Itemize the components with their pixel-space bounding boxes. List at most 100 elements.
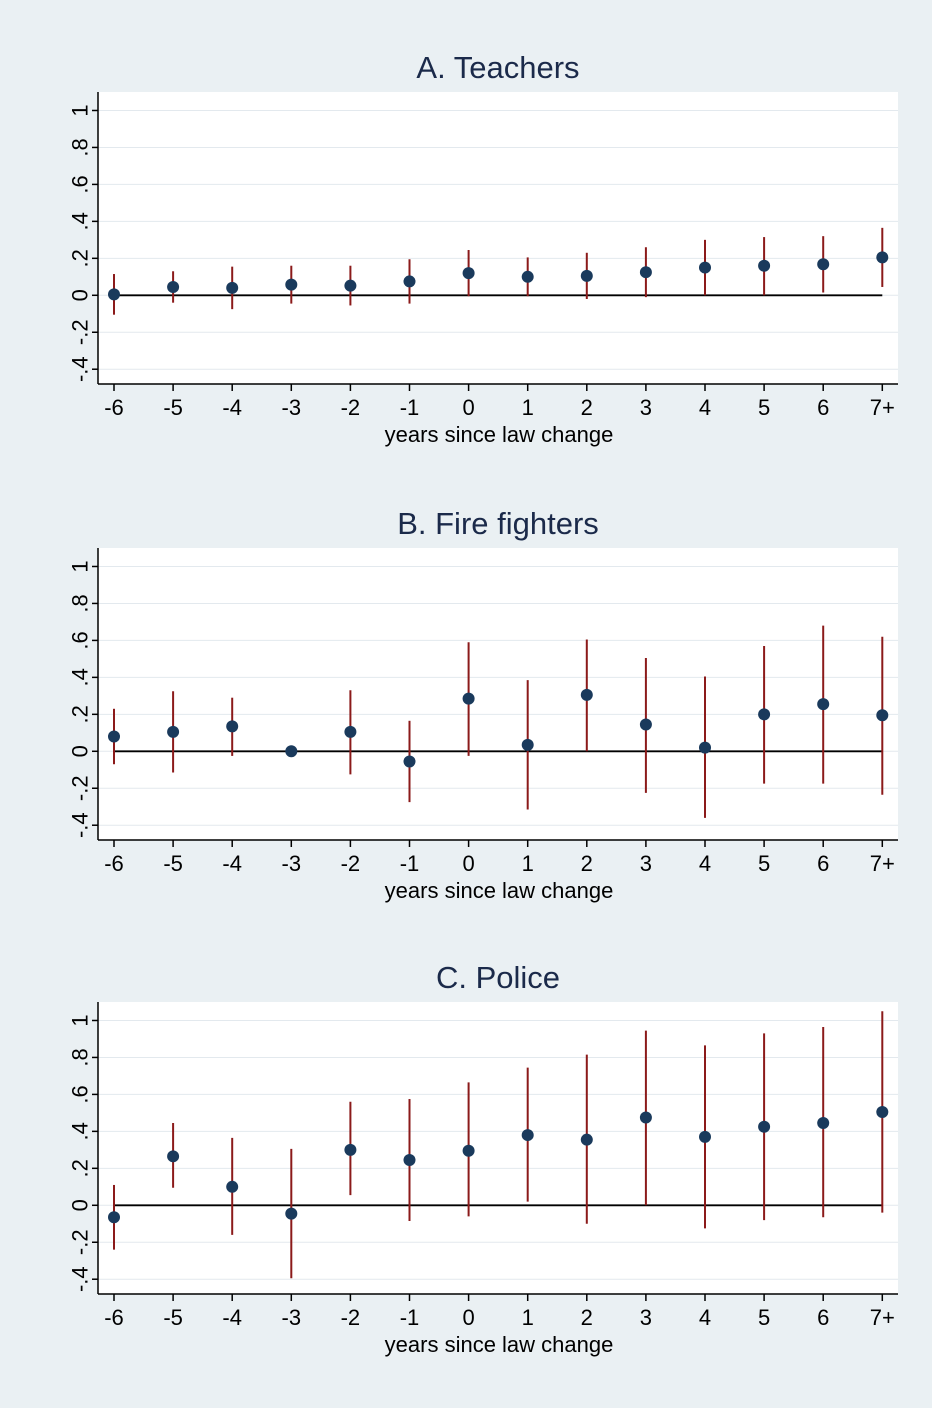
y-tick-label: .4	[68, 1122, 93, 1140]
point-estimate	[876, 1105, 889, 1118]
point-estimate	[462, 267, 475, 280]
x-tick-label: -3	[282, 395, 302, 420]
chart-title: A. Teachers	[416, 50, 579, 85]
point-estimate	[521, 270, 534, 283]
y-tick-label: .2	[68, 705, 93, 723]
y-tick-label: 0	[68, 289, 93, 301]
x-tick-label: -1	[400, 1305, 420, 1330]
x-tick-label: 0	[462, 395, 474, 420]
point-estimate	[817, 698, 830, 711]
point-estimate	[226, 1180, 239, 1193]
x-tick-label: 5	[758, 1305, 770, 1330]
x-tick-label: 4	[699, 851, 711, 876]
x-tick-label: 2	[581, 851, 593, 876]
x-tick-label: -3	[282, 851, 302, 876]
point-estimate	[108, 1211, 120, 1224]
x-tick-label: -6	[104, 395, 124, 420]
point-estimate	[521, 738, 534, 751]
point-estimate	[403, 1154, 416, 1167]
x-tick-label: 6	[817, 851, 829, 876]
x-tick-label: -5	[163, 851, 183, 876]
x-tick-label: -4	[222, 1305, 242, 1330]
point-estimate	[108, 730, 120, 743]
x-tick-label: 1	[522, 395, 534, 420]
x-tick-label: 4	[699, 395, 711, 420]
point-estimate	[285, 1207, 298, 1220]
plot-area	[98, 548, 898, 840]
y-tick-label: -.2	[68, 775, 93, 801]
point-estimate	[758, 1120, 771, 1133]
point-estimate	[344, 279, 357, 292]
x-tick-label: -4	[222, 851, 242, 876]
x-tick-label: -6	[104, 851, 124, 876]
x-tick-label: 3	[640, 395, 652, 420]
x-axis-label: years since law change	[385, 1332, 614, 1357]
y-tick-label: -.4	[68, 1266, 93, 1292]
x-tick-label: 5	[758, 395, 770, 420]
plot-area	[98, 1002, 898, 1294]
x-tick-label: -3	[282, 1305, 302, 1330]
point-estimate	[758, 259, 771, 272]
point-estimate	[403, 275, 416, 288]
x-tick-label: 3	[640, 1305, 652, 1330]
x-tick-label: 2	[581, 395, 593, 420]
point-estimate	[876, 709, 889, 722]
y-tick-label: .2	[68, 1159, 93, 1177]
point-estimate	[876, 251, 889, 264]
chart-title: B. Fire fighters	[397, 506, 599, 541]
x-tick-label: 1	[522, 1305, 534, 1330]
x-tick-label: -5	[163, 1305, 183, 1330]
y-tick-label: 1	[68, 560, 93, 572]
x-tick-label: 2	[581, 1305, 593, 1330]
point-estimate	[108, 288, 120, 301]
x-tick-label: -2	[341, 395, 361, 420]
x-tick-label: -4	[222, 395, 242, 420]
y-tick-label: .6	[68, 631, 93, 649]
x-axis-label: years since law change	[385, 422, 614, 447]
x-tick-label: -1	[400, 395, 420, 420]
point-estimate	[403, 755, 416, 768]
x-tick-label: 3	[640, 851, 652, 876]
point-estimate	[639, 266, 652, 279]
chart-panel-3: C. Police -.4 -.2 0 .2 .4 .6 .8 1 -6 -5 -4 -3 -2 -1 0 1 2…	[68, 960, 898, 1357]
point-estimate	[462, 1144, 475, 1157]
x-tick-label: -2	[341, 1305, 361, 1330]
x-tick-label: 4	[699, 1305, 711, 1330]
point-estimate	[462, 692, 475, 705]
point-estimate	[758, 708, 771, 721]
y-tick-label: -.2	[68, 319, 93, 345]
point-estimate	[699, 741, 711, 754]
point-estimate	[639, 1111, 652, 1124]
x-axis-label: years since law change	[385, 878, 614, 903]
point-estimate	[699, 261, 711, 274]
x-tick-label: 7+	[870, 1305, 895, 1330]
chart-panel-1: A. Teachers -.4 -.2 0 .2 .4 .6 .8 1 -6 -5 -4 -3 -2 -1 0…	[68, 50, 898, 447]
y-tick-label: 0	[68, 1199, 93, 1211]
x-tick-label: 1	[522, 851, 534, 876]
point-estimate	[521, 1129, 534, 1142]
point-estimate	[167, 280, 180, 293]
plot-area	[98, 92, 898, 384]
point-estimate	[639, 718, 652, 731]
point-estimate	[699, 1130, 711, 1143]
chart-title: C. Police	[436, 960, 560, 995]
point-estimate	[344, 1143, 357, 1156]
point-estimate	[817, 258, 830, 271]
point-estimate	[167, 1150, 180, 1163]
x-tick-label: -6	[104, 1305, 124, 1330]
y-tick-label: .8	[68, 1048, 93, 1066]
y-tick-label: 1	[68, 1014, 93, 1026]
point-estimate	[344, 725, 357, 738]
x-tick-label: 5	[758, 851, 770, 876]
point-estimate	[226, 720, 239, 733]
point-estimate	[580, 688, 593, 701]
point-estimate	[580, 1133, 593, 1146]
point-estimate	[285, 745, 298, 758]
y-tick-label: 0	[68, 745, 93, 757]
y-tick-label: .4	[68, 212, 93, 230]
y-tick-label: .6	[68, 175, 93, 193]
x-tick-label: 0	[462, 1305, 474, 1330]
point-estimate	[580, 269, 593, 282]
y-tick-label: .8	[68, 594, 93, 612]
x-tick-label: 6	[817, 1305, 829, 1330]
